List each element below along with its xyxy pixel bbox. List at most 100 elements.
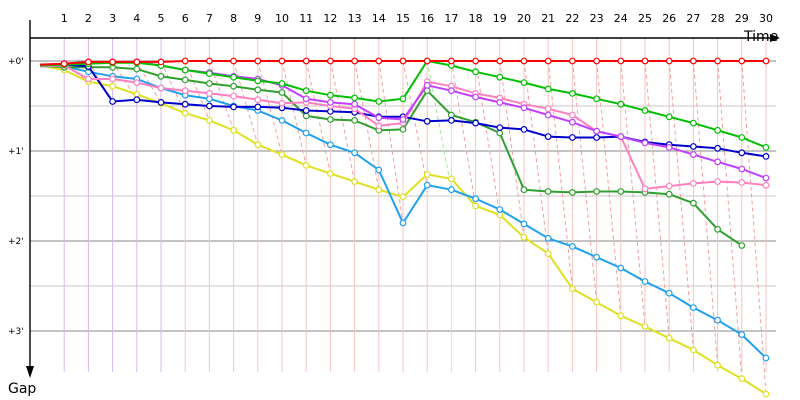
x-tick-label: 14 [372, 12, 386, 25]
data-point [690, 57, 697, 65]
x-axis-title: Time [743, 29, 778, 45]
x-tick-label: 6 [182, 12, 189, 25]
x-tick-label: 26 [662, 12, 676, 25]
data-point [496, 73, 504, 81]
x-tick-label: 2 [85, 12, 92, 25]
data-point [569, 89, 576, 97]
data-point [762, 143, 770, 151]
data-point [230, 82, 238, 90]
data-point [762, 174, 770, 182]
data-point [593, 127, 600, 135]
x-tick-label: 22 [565, 12, 579, 25]
data-point [448, 57, 455, 65]
data-point [738, 165, 746, 173]
data-point [738, 242, 746, 249]
data-point [327, 141, 334, 149]
data-point [714, 57, 721, 65]
data-point [375, 166, 383, 174]
data-point [133, 90, 141, 98]
x-tick-label: 4 [133, 12, 140, 25]
series-layer [39, 57, 770, 398]
lap-guide-line [644, 60, 670, 339]
data-point [230, 103, 238, 111]
data-point [278, 151, 286, 159]
data-point [399, 219, 407, 227]
x-axis-arrow [770, 34, 780, 42]
data-point [665, 334, 673, 342]
x-tick-label: 5 [158, 12, 165, 25]
data-point [399, 193, 407, 201]
data-point [569, 57, 576, 65]
lap-guide-line [329, 60, 356, 182]
data-point [278, 80, 286, 87]
axis-layer: Time Gap [8, 20, 780, 397]
data-point [520, 104, 528, 112]
data-point [714, 178, 721, 186]
data-point [520, 220, 528, 228]
data-point [254, 86, 262, 94]
series-0 [39, 57, 770, 68]
series-5 [39, 63, 746, 249]
x-tick-label: 25 [638, 12, 652, 25]
data-point [593, 134, 600, 141]
data-point [181, 57, 189, 65]
data-point [738, 57, 746, 65]
x-tick-label: 21 [541, 12, 555, 25]
data-point [399, 95, 407, 103]
lap-guide-line [571, 60, 598, 303]
data-point [617, 264, 625, 272]
x-tick-label: 23 [590, 12, 604, 25]
x-tick-label: 15 [396, 12, 410, 25]
data-point [399, 57, 407, 65]
data-point [448, 116, 455, 124]
data-point [399, 116, 407, 123]
data-point [399, 125, 407, 133]
data-point [205, 95, 213, 103]
data-point [375, 98, 383, 105]
data-point [738, 134, 746, 141]
data-point [375, 57, 383, 65]
data-point [544, 234, 552, 242]
data-point [472, 68, 480, 76]
data-point [738, 375, 746, 383]
data-point [569, 285, 576, 293]
data-point [278, 57, 286, 65]
data-point [690, 119, 697, 127]
data-point [254, 96, 262, 104]
data-point [496, 211, 504, 219]
data-point [254, 103, 262, 111]
data-point [544, 85, 552, 93]
data-point [230, 57, 238, 65]
data-point [544, 250, 552, 258]
data-point [181, 66, 189, 74]
data-point [302, 107, 310, 114]
data-point [157, 98, 165, 106]
data-point [351, 57, 359, 65]
data-point [302, 87, 310, 95]
data-point [327, 116, 334, 123]
lap-guide-line [426, 60, 452, 190]
data-point [569, 188, 576, 196]
data-point [205, 116, 213, 124]
data-point [665, 182, 673, 190]
data-point [762, 181, 770, 189]
data-point [593, 188, 600, 195]
data-point [181, 109, 189, 117]
data-point [690, 199, 697, 207]
data-point [520, 57, 528, 65]
data-point [133, 58, 141, 66]
series-line [39, 64, 743, 247]
data-point [375, 122, 383, 130]
y-axis-title: Gap [8, 381, 36, 397]
data-point [496, 124, 504, 131]
data-point [617, 100, 625, 108]
data-point [738, 149, 746, 157]
data-point [617, 312, 625, 320]
x-tick-label: 18 [469, 12, 483, 25]
data-point [302, 57, 310, 65]
data-point [181, 100, 189, 108]
x-tick-label: 13 [348, 12, 362, 25]
data-point [641, 57, 649, 65]
tick-label-layer: +0'+1'+2'+3'1 2 3 4 5 6 7 8 9 10 11 12 13 14 15 16 17 18 1… [8, 12, 773, 337]
data-point [762, 390, 770, 398]
